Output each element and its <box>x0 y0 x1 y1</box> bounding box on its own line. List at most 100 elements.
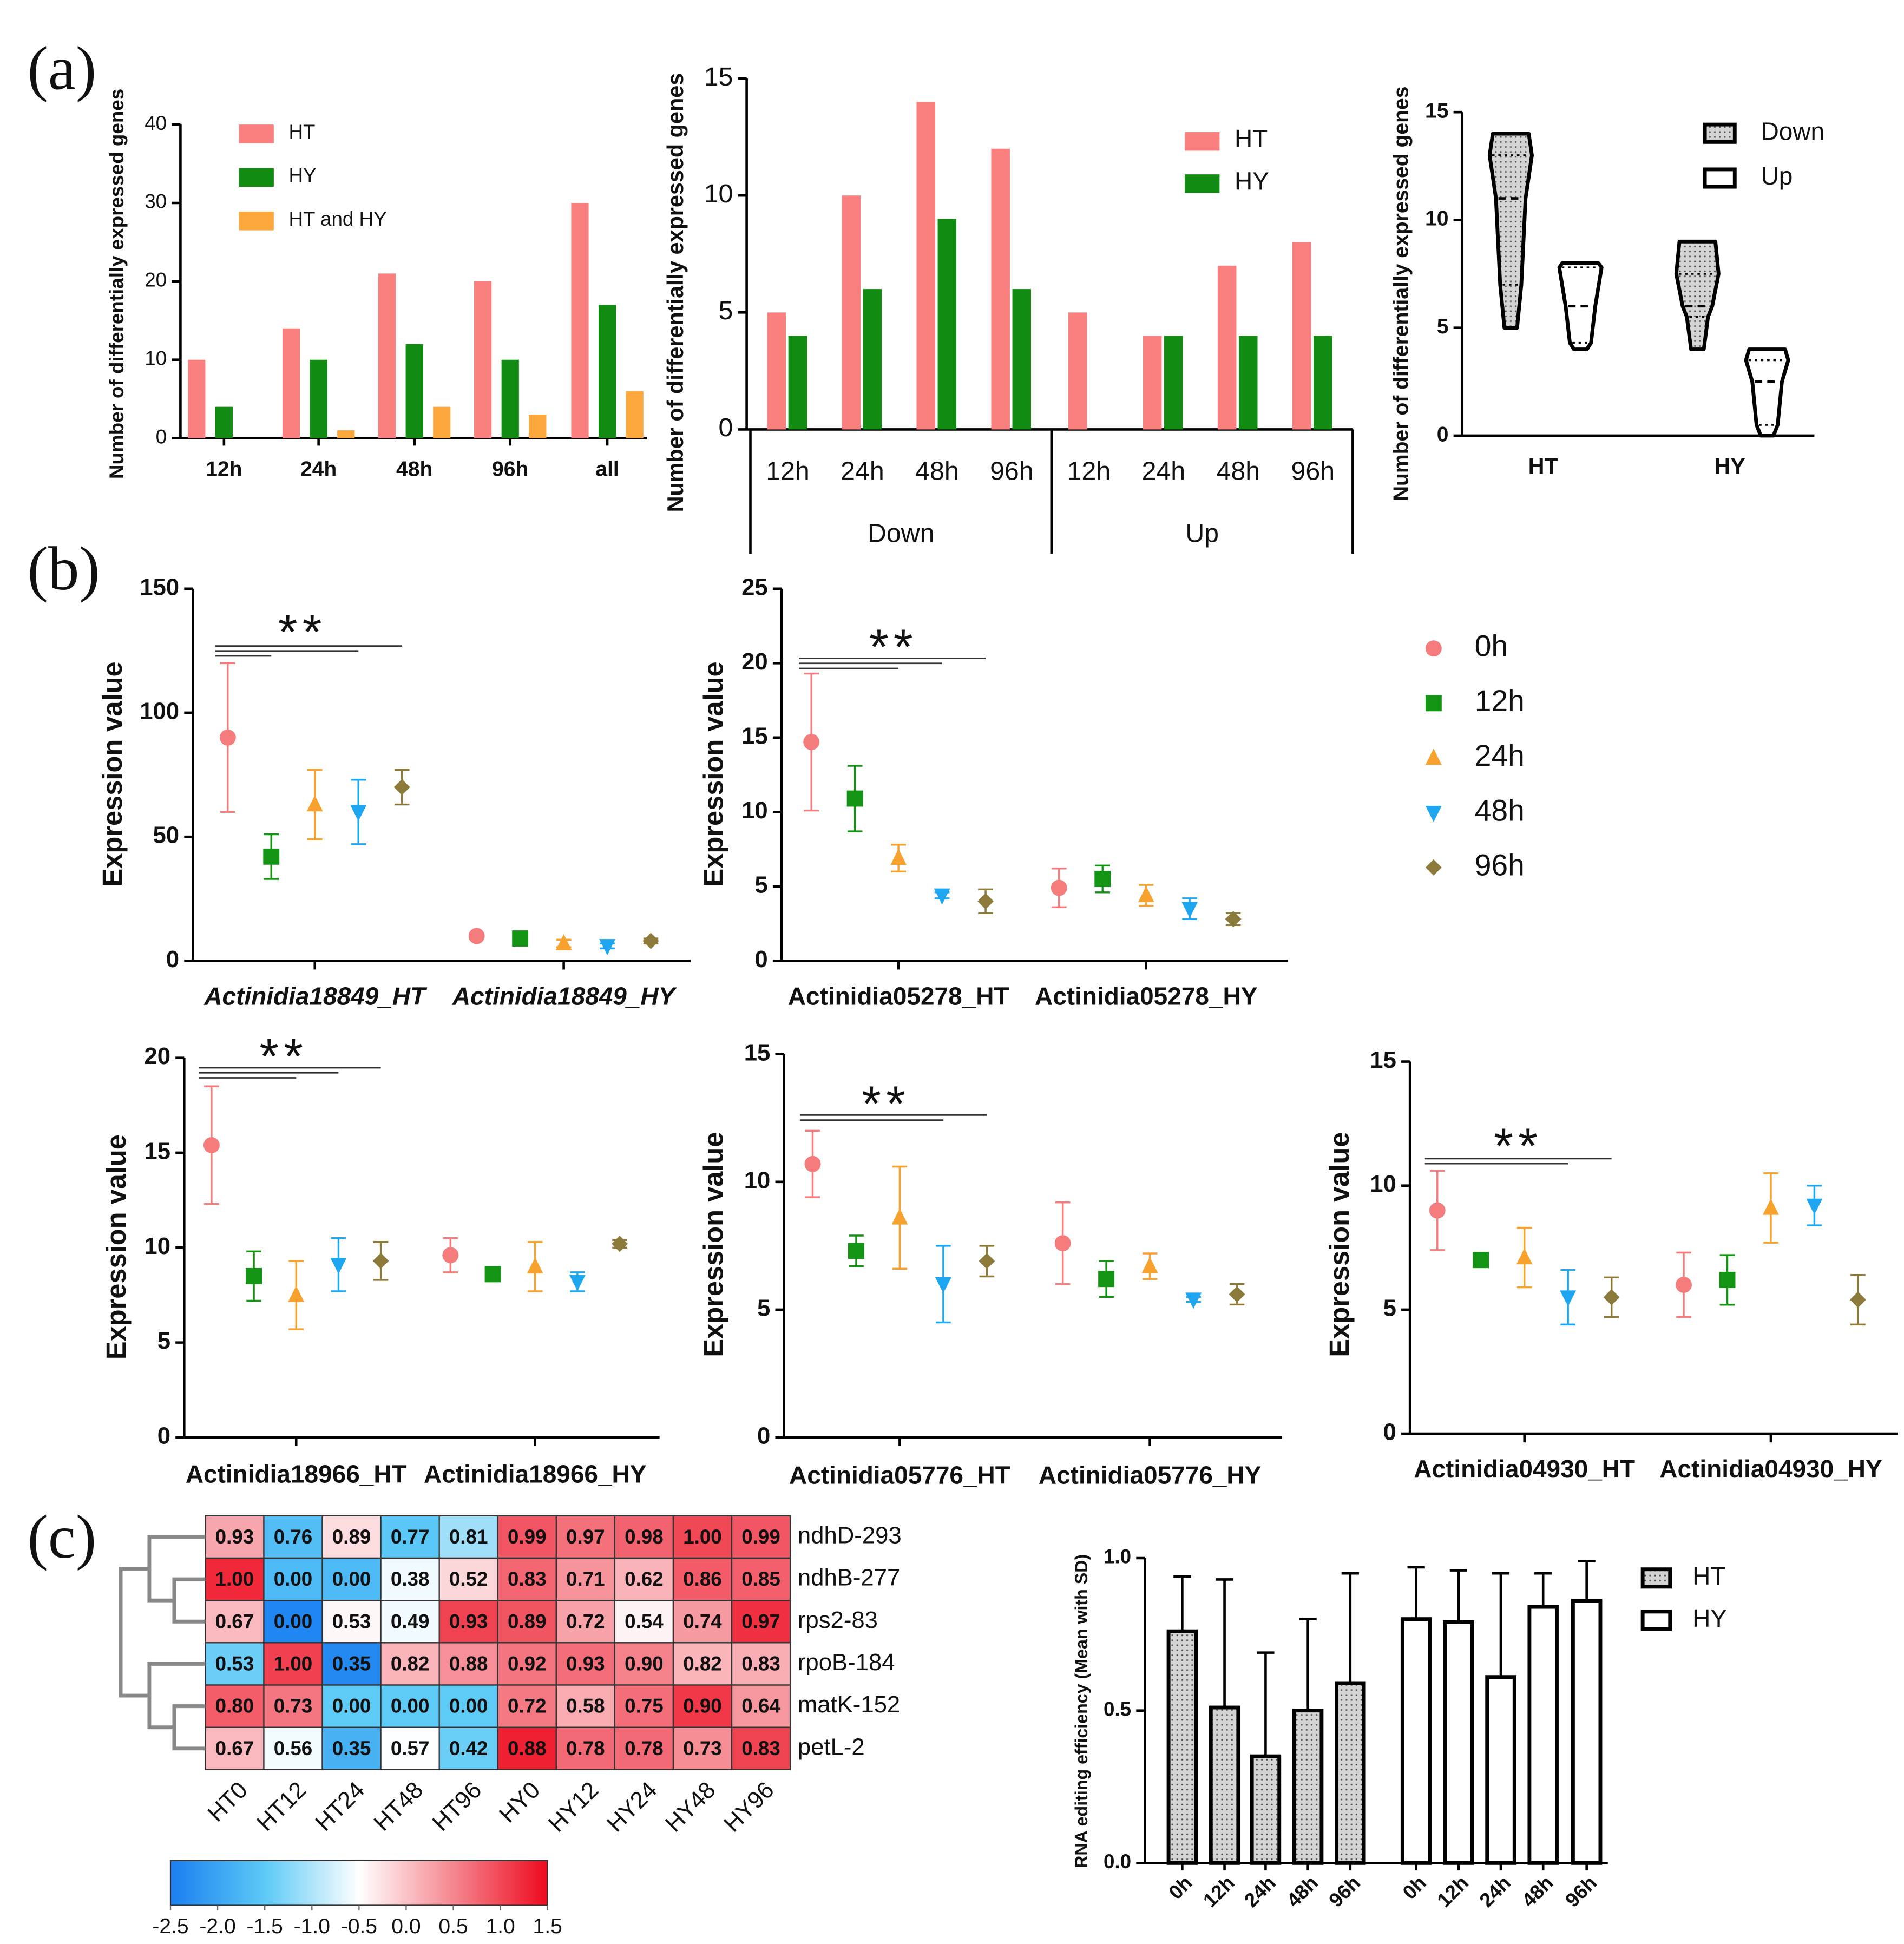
legend-swatch <box>1703 122 1737 144</box>
marker <box>846 790 863 807</box>
marker <box>1094 871 1111 888</box>
x-tick-label: 96h <box>1291 457 1335 486</box>
y-tick-label: 15 <box>1370 1047 1396 1073</box>
legend-label: HT and HY <box>288 208 386 230</box>
heatmap-cell <box>205 1515 265 1559</box>
x-tick-label: Actinidia05776_HY <box>1039 1461 1261 1489</box>
y-tick-label: 5 <box>757 1295 770 1321</box>
marker <box>442 1247 459 1264</box>
y-axis-label: RNA editing efficiency (Mean with SD) <box>1072 1554 1091 1868</box>
y-tick-label: 0 <box>156 425 167 448</box>
cell-label: 0.85 <box>741 1568 780 1590</box>
heatmap-cell <box>497 1642 557 1686</box>
heatmap-cell <box>731 1684 791 1728</box>
bar <box>937 219 957 430</box>
heatmap-cell <box>555 1684 616 1728</box>
cell-label: 0.00 <box>449 1695 488 1717</box>
cell-label: 0.98 <box>625 1526 664 1548</box>
y-tick-label: 5 <box>157 1328 170 1354</box>
heatmap-cell <box>438 1515 498 1559</box>
cell-label: 0.73 <box>683 1737 722 1759</box>
heatmap-cell <box>263 1600 323 1644</box>
bar <box>1217 265 1237 430</box>
marker <box>848 1243 864 1259</box>
bar <box>1292 242 1311 430</box>
heatmap-cell <box>731 1726 791 1771</box>
legend-label: Up <box>1761 162 1793 190</box>
y-axis-label: Expression value <box>1324 1132 1355 1357</box>
heatmap-cell <box>555 1557 616 1601</box>
heatmap-cell <box>555 1515 616 1559</box>
heatmap-cell <box>438 1684 498 1728</box>
marker <box>599 939 616 956</box>
y-tick-label: 50 <box>153 822 180 849</box>
cell-label: 0.88 <box>508 1737 547 1759</box>
y-tick-label: 150 <box>140 574 179 600</box>
cell-label: 0.88 <box>449 1652 488 1674</box>
cell-label: 0.77 <box>391 1526 430 1548</box>
y-tick-label: 15 <box>741 723 768 749</box>
cell-label: 0.35 <box>332 1652 371 1674</box>
cell-label: 0.00 <box>332 1695 371 1717</box>
cell-label: 0.72 <box>566 1610 605 1632</box>
marker <box>934 888 950 905</box>
y-tick-label: 100 <box>140 698 179 725</box>
heatmap-cell <box>380 1557 440 1601</box>
y-tick-label: 20 <box>741 648 768 675</box>
y-tick-label: 0.0 <box>1104 1850 1131 1873</box>
legend-label: 12h <box>1475 684 1525 718</box>
bar <box>1443 1620 1474 1865</box>
marker <box>1849 1291 1866 1308</box>
cell-label: 0.38 <box>391 1568 430 1590</box>
legend-label: HT <box>288 121 315 143</box>
cell-label: 0.83 <box>741 1737 780 1759</box>
bar <box>626 391 644 438</box>
colorbar-tick-label: -2.5 <box>152 1915 188 1938</box>
heatmap-cell <box>321 1515 382 1559</box>
bar <box>378 273 396 438</box>
bar <box>1485 1675 1516 1865</box>
marker <box>1185 1292 1202 1309</box>
violin-body <box>1557 261 1604 352</box>
x-tick-label: HT <box>1528 454 1558 479</box>
bar <box>188 359 206 438</box>
marker <box>804 1155 821 1172</box>
cell-label: 0.80 <box>215 1695 254 1717</box>
bar <box>571 203 589 438</box>
legend-swatch <box>239 212 274 231</box>
y-tick-label: 10 <box>741 797 768 824</box>
y-axis-label: Expression value <box>698 661 728 886</box>
heatmap-cell <box>380 1642 440 1686</box>
annotation: ** <box>278 605 327 660</box>
y-axis-label: Number of differentially expressed genes <box>106 89 128 479</box>
x-tick-label: 12h <box>1067 457 1111 486</box>
panel-label: (c) <box>28 1502 97 1571</box>
x-tick-label: 96h <box>990 457 1034 486</box>
heatmap-cell <box>380 1726 440 1771</box>
legend-label: HY <box>1692 1604 1727 1632</box>
bar <box>529 415 547 438</box>
cell-label: 0.78 <box>566 1737 605 1759</box>
y-tick-label: 30 <box>145 191 167 213</box>
bar <box>1527 1605 1559 1865</box>
bar <box>1164 336 1183 430</box>
legend-label: Down <box>1761 117 1825 145</box>
marker <box>1719 1271 1736 1288</box>
bar <box>337 430 355 438</box>
y-tick-label: 25 <box>741 574 768 600</box>
cell-label: 0.67 <box>215 1737 254 1759</box>
colorbar-tick-label: -1.5 <box>247 1915 283 1938</box>
marker <box>330 1258 347 1275</box>
bar <box>1400 1617 1432 1865</box>
cell-label: 0.35 <box>332 1737 371 1759</box>
heatmap-cell <box>672 1726 733 1771</box>
bar <box>842 195 861 430</box>
y-tick-label: 5 <box>1437 315 1449 338</box>
marker <box>393 779 410 796</box>
legend-swatch <box>1640 1610 1672 1631</box>
bar <box>433 406 451 438</box>
y-axis-label: Expression value <box>97 661 128 886</box>
y-tick-label: 5 <box>718 296 733 325</box>
colorbar-tick-label: 0.5 <box>438 1915 468 1938</box>
